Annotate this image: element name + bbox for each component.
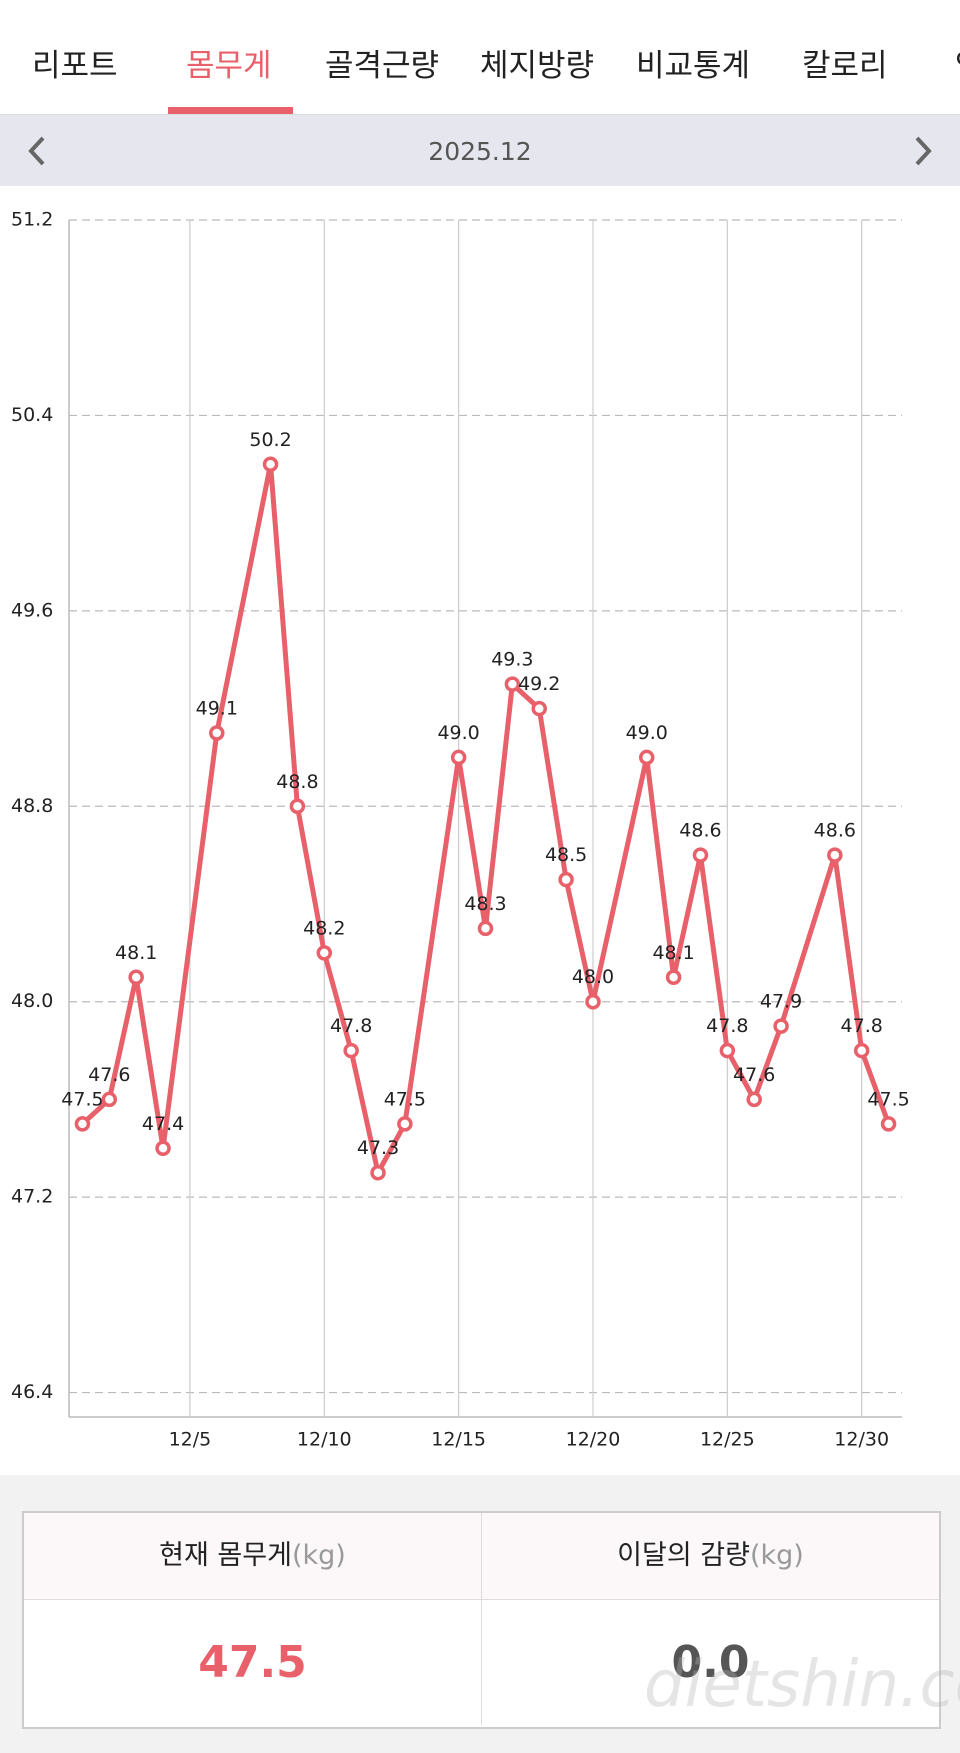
data-label: 47.5: [867, 1088, 909, 1110]
tab-active[interactable]: 몸무게: [186, 48, 272, 84]
data-label: 47.4: [142, 1113, 184, 1135]
current-weight: 47.5: [24, 1599, 482, 1725]
point: [504, 676, 521, 692]
monthly-loss: 0.0: [671, 1637, 750, 1688]
point: [692, 847, 709, 863]
point: [827, 847, 843, 863]
line: [80, 461, 891, 1176]
tab[interactable]: 리포트: [32, 48, 118, 84]
data-label: 48.0: [572, 966, 614, 988]
data-label: 48.3: [464, 893, 506, 915]
data-label: 49.3: [491, 649, 533, 671]
point: [262, 456, 279, 473]
data-label: 47.8: [841, 1015, 883, 1037]
point: [477, 920, 494, 937]
data-label: 47.5: [61, 1088, 103, 1110]
data-label: 47.8: [330, 1015, 372, 1037]
point: [101, 1091, 118, 1108]
data-label: 48.8: [276, 771, 318, 793]
x-tick-label: 12/30: [834, 1429, 889, 1451]
point: [316, 945, 333, 961]
point: [665, 969, 682, 986]
point: [343, 1042, 359, 1059]
data-label: 48.5: [545, 844, 587, 866]
next-arrow[interactable]: [915, 136, 932, 166]
summary: 현재 몸무게(kg) 이달의 감량(kg) 47.5 0.0 dietshin.…: [0, 1475, 960, 1753]
x-tick-label: 12/20: [566, 1429, 621, 1451]
tab[interactable]: 칼로리: [802, 48, 888, 84]
summary-table: 현재 몸무게(kg) 이달의 감량(kg) 47.5 0.0 dietshin.…: [22, 1511, 960, 1729]
data-label: 47.3: [357, 1137, 399, 1159]
chart: 46.4 47.2 48.0 48.8 49.6 50.4 51.2 12/5 12/10 12/…: [11, 209, 910, 1451]
point: [719, 1042, 736, 1059]
x-tick-label: 12/10: [297, 1429, 352, 1451]
point: [450, 749, 467, 766]
tab[interactable]: 비교통계: [636, 48, 751, 84]
summary-header: 이달의 감량(kg): [482, 1513, 939, 1600]
data-label: 47.6: [88, 1064, 130, 1086]
watermark: dietshin.com: [644, 1648, 960, 1722]
summary-header: 현재 몸무게(kg): [24, 1513, 482, 1600]
y-tick-label: 49.6: [11, 599, 53, 621]
unit: (kg): [749, 1540, 804, 1571]
data-label: 47.5: [384, 1088, 426, 1110]
y-tick-label: 46.4: [11, 1381, 53, 1403]
tab-bar: 리포트 몸무게 골격근량 체지방량 비교통계 칼로리 영: [0, 0, 960, 115]
x-tick-label: 12/25: [700, 1429, 755, 1451]
point: [853, 1042, 870, 1059]
data-label: 48.1: [652, 942, 694, 964]
point: [370, 1164, 386, 1181]
data-label: 49.0: [626, 722, 668, 744]
point: [531, 700, 547, 717]
point: [558, 871, 574, 888]
y-tick-label: 50.4: [11, 404, 53, 426]
point: [638, 749, 655, 766]
point: [585, 993, 601, 1010]
tab-indicator: [168, 107, 293, 114]
unit: (kg): [291, 1540, 346, 1571]
data-label: 49.1: [196, 698, 238, 720]
data-label: 49.0: [437, 722, 479, 744]
point: [289, 798, 306, 815]
data-label: 49.2: [518, 673, 560, 695]
data-label: 47.6: [733, 1064, 775, 1086]
data-label: 47.9: [760, 991, 802, 1013]
tab[interactable]: 영: [955, 40, 960, 85]
data-label: 48.1: [115, 942, 157, 964]
y-tick-label: 51.2: [11, 209, 53, 231]
point: [128, 969, 144, 986]
label: 이달의 감량: [617, 1540, 750, 1571]
point: [746, 1091, 762, 1108]
x-tick-label: 12/5: [169, 1429, 212, 1451]
data-label: 48.6: [814, 820, 856, 842]
tab[interactable]: 체지방량: [480, 48, 595, 84]
label: 현재 몸무게: [159, 1540, 292, 1571]
point: [773, 1018, 789, 1034]
point: [397, 1116, 413, 1132]
tab[interactable]: 골격근량: [325, 48, 440, 84]
data-label: 50.2: [249, 429, 291, 451]
x-tick-label: 12/15: [431, 1429, 486, 1451]
y-tick-label: 47.2: [11, 1186, 53, 1208]
data-label: 48.2: [303, 917, 345, 939]
y-tick-label: 48.0: [11, 990, 53, 1012]
prev-arrow[interactable]: [28, 136, 45, 166]
data-label: 47.8: [706, 1015, 748, 1037]
point: [74, 1116, 91, 1132]
point: [155, 1140, 171, 1157]
month-nav: 2025.12: [0, 115, 960, 186]
nav-arrows: [28, 136, 932, 166]
point: [880, 1116, 897, 1132]
y-tick-label: 48.8: [11, 795, 53, 817]
data-label: 48.6: [679, 820, 721, 842]
month-label: 2025.12: [428, 137, 532, 166]
point: [209, 725, 225, 741]
